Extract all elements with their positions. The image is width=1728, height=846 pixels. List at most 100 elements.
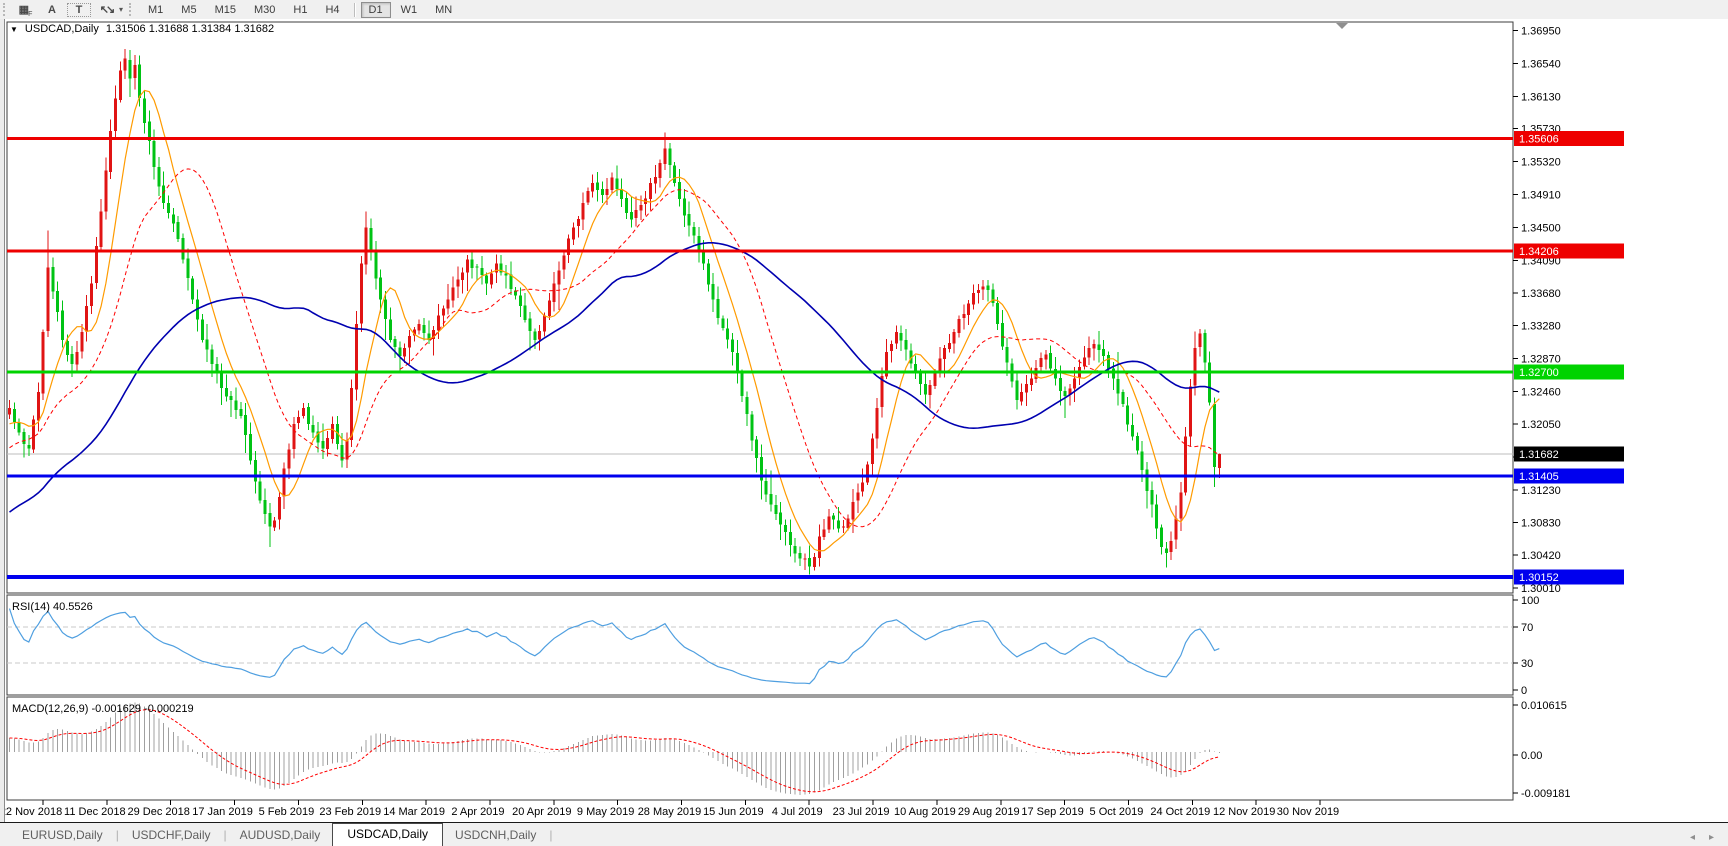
date-tick-label: 11 Dec 2018 bbox=[64, 806, 126, 818]
date-tick-label: 23 Feb 2019 bbox=[319, 806, 381, 818]
price-tick-label: 1.31230 bbox=[1521, 485, 1561, 497]
timeframe-button-m5[interactable]: M5 bbox=[173, 2, 204, 18]
macd-tick-label: 0.010615 bbox=[1521, 700, 1567, 712]
main-pane-frame bbox=[6, 21, 1514, 594]
level-price-badge bbox=[1514, 468, 1624, 484]
date-tick-label: 23 Jul 2019 bbox=[833, 806, 890, 818]
price-tick-label: 1.36540 bbox=[1521, 58, 1561, 70]
date-tick-label: 9 May 2019 bbox=[577, 806, 634, 818]
chart-shift-marker-icon[interactable] bbox=[1336, 23, 1348, 29]
tab-separator: | bbox=[223, 828, 227, 842]
price-tick-label: 1.30420 bbox=[1521, 550, 1561, 562]
rsi-pane-frame bbox=[6, 594, 1514, 696]
date-tick-label: 5 Oct 2019 bbox=[1090, 806, 1144, 818]
timeframe-button-w1[interactable]: W1 bbox=[393, 2, 426, 18]
date-tick-label: 29 Dec 2018 bbox=[128, 806, 190, 818]
timeframe-button-m1[interactable]: M1 bbox=[140, 2, 171, 18]
toolbar-separator bbox=[353, 2, 355, 17]
current-price-badge bbox=[1514, 446, 1624, 462]
chart-ohlc-quote: 1.31506 1.31688 1.31384 1.31682 bbox=[105, 23, 275, 35]
tab-usdchf-daily[interactable]: USDCHF,Daily bbox=[131, 828, 211, 842]
toolbar-grip-2[interactable] bbox=[129, 3, 134, 16]
timeframe-button-mn[interactable]: MN bbox=[427, 2, 460, 18]
tab-usdcnh-daily[interactable]: USDCNH,Daily bbox=[455, 828, 537, 842]
chart-title-bar: ▼ USDCAD,Daily 1.31506 1.31688 1.31384 1… bbox=[10, 23, 274, 35]
current-price-badge-text: 1.31682 bbox=[1519, 449, 1559, 461]
price-tick-label: 1.33680 bbox=[1521, 288, 1561, 300]
horizontal-level-lines[interactable] bbox=[7, 136, 1513, 579]
chart-window: 1.36950 1.36540 1.36130 1.35730 1.35320 1.349… bbox=[0, 19, 1728, 822]
chart-tab-bar: EURUSD,Daily | USDCHF,Daily | AUDUSD,Dai… bbox=[0, 822, 1728, 846]
price-tick-label: 1.34500 bbox=[1521, 222, 1561, 234]
tab-audusd-daily[interactable]: AUDUSD,Daily bbox=[239, 828, 321, 842]
date-tick-label: 22 Nov 2018 bbox=[0, 806, 62, 818]
price-tick-label: 1.32050 bbox=[1521, 419, 1561, 431]
toolbar-grip[interactable] bbox=[3, 3, 8, 16]
level-price-badge bbox=[1514, 364, 1624, 380]
level-price-badge bbox=[1514, 130, 1624, 146]
price-tick-label: 1.36950 bbox=[1521, 25, 1561, 37]
date-tick-label: 4 Jul 2019 bbox=[772, 806, 823, 818]
level-price-badge-text: 1.31405 bbox=[1519, 471, 1559, 483]
date-tick-label: 30 Nov 2019 bbox=[1277, 806, 1339, 818]
tab-scroll-right-button[interactable]: ▸ bbox=[1708, 832, 1714, 843]
rsi-tick-label: 0 bbox=[1521, 685, 1527, 697]
panel-splitter[interactable] bbox=[0, 19, 5, 822]
timeframe-button-h1[interactable]: H1 bbox=[285, 2, 315, 18]
price-chart-canvas[interactable]: 1.369501.365401.361301.357301.353201.349… bbox=[0, 19, 1728, 822]
timeframe-button-h4[interactable]: H4 bbox=[317, 2, 347, 18]
tab-scroll-left-button[interactable]: ◂ bbox=[1689, 832, 1695, 843]
date-tick-label: 17 Sep 2019 bbox=[1021, 806, 1083, 818]
macd-tick-label: 0.00 bbox=[1521, 750, 1542, 762]
date-tick-label: 17 Jan 2019 bbox=[192, 806, 253, 818]
chart-symbol-period: USDCAD,Daily bbox=[24, 23, 99, 35]
arrows-dropdown-caret-icon[interactable]: ▾ bbox=[119, 5, 124, 14]
price-axis[interactable]: 1.369501.365401.361301.357301.353201.349… bbox=[1513, 25, 1624, 595]
rsi-tick-label: 100 bbox=[1521, 595, 1539, 607]
price-tick-label: 1.32460 bbox=[1521, 386, 1561, 398]
collapse-chart-icon[interactable]: ▼ bbox=[10, 24, 18, 34]
level-price-badge-text: 1.35606 bbox=[1519, 133, 1559, 145]
date-tick-label: 28 May 2019 bbox=[638, 806, 702, 818]
timeframe-button-m15[interactable]: M15 bbox=[207, 2, 244, 18]
price-tick-label: 1.32870 bbox=[1521, 353, 1561, 365]
timeframe-button-m30[interactable]: M30 bbox=[246, 2, 283, 18]
tab-usdcad-daily-active[interactable]: USDCAD,Daily bbox=[332, 823, 443, 846]
date-tick-label: 20 Apr 2019 bbox=[512, 806, 571, 818]
macd-indicator-label: MACD(12,26,9) -0.001629 -0.000219 bbox=[12, 703, 194, 715]
ma-line-55 bbox=[9, 242, 1220, 513]
macd-pane: 0.010615 0.00 -0.009181 bbox=[9, 700, 1571, 800]
text-tool-icon[interactable]: T bbox=[67, 2, 91, 17]
price-tick-label: 1.36130 bbox=[1521, 91, 1561, 103]
date-tick-label: 15 Jun 2019 bbox=[703, 806, 764, 818]
date-tick-label: 10 Aug 2019 bbox=[894, 806, 956, 818]
timeframe-button-d1[interactable]: D1 bbox=[360, 1, 391, 18]
tab-eurusd-daily[interactable]: EURUSD,Daily bbox=[22, 828, 103, 842]
price-tick-label: 1.34910 bbox=[1521, 189, 1561, 201]
date-tick-label: 14 Mar 2019 bbox=[383, 806, 445, 818]
date-tick-label: 5 Feb 2019 bbox=[259, 806, 315, 818]
time-axis[interactable]: 22 Nov 2018 11 Dec 2018 29 Dec 2018 17 Jan … bbox=[0, 800, 1339, 818]
candlesticks bbox=[8, 48, 1221, 575]
price-tick-label: 1.30010 bbox=[1521, 583, 1561, 595]
arrows-tool-icon[interactable]: ↖↘ bbox=[99, 4, 115, 16]
label-a-icon[interactable]: A bbox=[48, 3, 56, 16]
rsi-line bbox=[8, 608, 1220, 685]
date-tick-label: 29 Aug 2019 bbox=[958, 806, 1020, 818]
rsi-tick-label: 70 bbox=[1521, 622, 1533, 634]
level-price-badge bbox=[1514, 243, 1624, 259]
price-tick-label: 1.35320 bbox=[1521, 156, 1561, 168]
date-tick-label: 2 Apr 2019 bbox=[451, 806, 504, 818]
tab-separator: | bbox=[549, 828, 553, 842]
level-price-badge-text: 1.32700 bbox=[1519, 367, 1559, 379]
rsi-pane: 100 70 30 0 bbox=[7, 595, 1539, 697]
level-price-badge-text: 1.30152 bbox=[1519, 572, 1559, 584]
ma-line-21 bbox=[9, 168, 1220, 528]
grid-f-icon[interactable]: ▦F bbox=[18, 4, 33, 18]
macd-tick-label: -0.009181 bbox=[1521, 788, 1571, 800]
macd-pane-frame bbox=[6, 696, 1514, 801]
rsi-indicator-label: RSI(14) 40.5526 bbox=[12, 601, 93, 613]
moving-averages bbox=[9, 89, 1220, 552]
level-price-badge-text: 1.34206 bbox=[1519, 246, 1559, 258]
